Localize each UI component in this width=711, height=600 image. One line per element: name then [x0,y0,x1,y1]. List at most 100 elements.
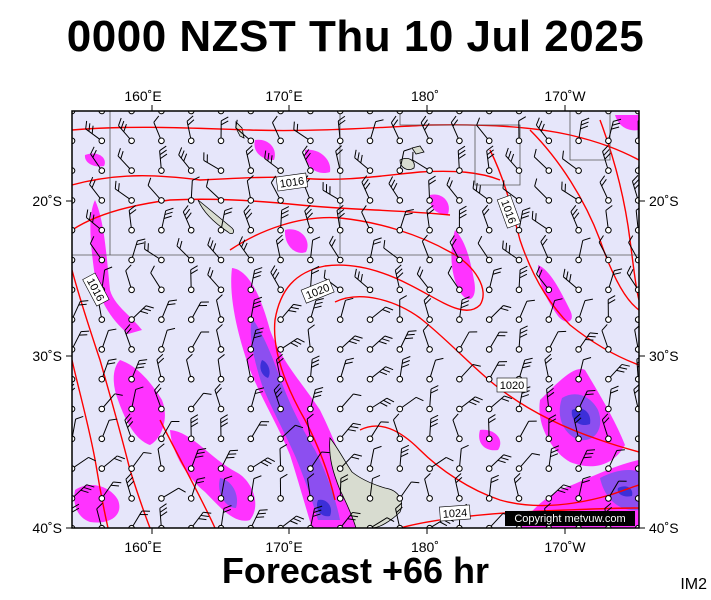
wind-barb [334,111,344,115]
wind-barb [605,449,625,472]
wind-barb [634,301,639,323]
wind-barb [216,324,225,353]
wind-barb [454,473,463,502]
wind-barb [187,265,198,294]
copyright-box [505,511,635,526]
wind-barb [472,180,493,204]
wind-barb [605,385,619,413]
wind-barb [396,444,410,472]
wind-barb [396,396,424,413]
wind-barb [98,358,117,383]
wind-barb [599,175,612,204]
wind-barb [570,205,582,234]
wind-barb [307,297,324,323]
wind-barb [187,301,209,323]
lon-label-bottom: 180˚ [411,539,439,555]
wind-barb [366,397,395,413]
wind-barb [605,295,616,323]
wind-barb [205,178,225,204]
wind-barb [247,387,265,413]
lon-label-top: 170˚E [265,88,302,104]
lat-label-right: 40˚S [649,520,679,536]
wind-barb [124,413,135,443]
lat-label-left: 30˚S [32,348,62,364]
wind-barb [322,182,344,204]
wind-barb [124,324,135,353]
wind-barb [634,513,639,528]
wind-barb [98,328,117,353]
lon-label-top: 160˚E [124,88,161,104]
wind-barb [485,267,502,294]
wind-barb [307,324,315,353]
isobar-1020-south [334,296,639,453]
wind-barb [601,413,612,443]
wind-barb [561,181,582,204]
wind-barb [208,111,225,115]
wind-barb [277,303,302,323]
product-code: IM2 [680,576,707,593]
wind-barb [423,294,433,323]
wind-barb [573,413,582,443]
wind-barb [186,353,195,383]
wind-barb [85,209,106,234]
wind-barb [515,265,528,294]
wind-barb [270,265,284,294]
wind-barb [575,332,599,353]
lon-label-bottom: 170˚E [265,539,302,555]
wind-barb [72,111,76,115]
wind-barb [424,473,433,502]
wind-barb [307,355,320,383]
lon-label-top: 170˚W [544,88,586,104]
wind-barb [426,205,435,234]
wind-barb [533,111,553,115]
lat-label-right: 30˚S [649,348,679,364]
copyright-text: Copyright metvuw.com [514,513,625,525]
wind-barb [413,111,433,115]
wind-barb [366,445,382,472]
map-background [72,111,639,528]
fiji-2 [411,145,425,155]
wind-barb [187,176,200,204]
wind-barb [90,146,106,174]
wind-barb [485,474,499,502]
isobar-1016-east [489,149,639,366]
isobar-labels: 1016 1016 1016 1020 1020 1024 [82,172,528,522]
wind-barb [634,485,639,502]
wind-barb [277,338,305,353]
wind-barb [235,119,255,145]
wind-barb [449,235,463,264]
wind-barb [545,383,555,413]
wind-barb [336,453,362,472]
wind-barb [515,116,527,145]
wind-barb [187,392,212,413]
wind-barb [307,236,321,264]
wind-barb [421,234,433,264]
wind-barb [388,176,404,204]
wind-barb [366,237,382,264]
wind-barb [420,115,433,145]
wind-barb [602,111,612,115]
map-frame [71,110,640,529]
wind-barb [72,276,76,294]
wind-barb [217,116,229,145]
wind-barb [450,115,463,145]
wind-barb [336,422,362,443]
rain-mid-1 [284,229,308,253]
lat-label-left: 40˚S [32,520,62,536]
wind-barb [245,145,255,174]
wind-barb [605,363,630,383]
wind-barb [515,452,541,472]
wind-barb [477,235,493,264]
lon-label-bottom: 160˚E [124,539,161,555]
wind-barb [273,383,284,413]
wind-barb [217,475,233,502]
wind-barb [545,445,560,472]
lat-label-left: 20˚S [32,193,62,209]
wind-barb [479,111,493,115]
wind-barb [144,241,165,264]
wind-barb [72,300,89,323]
wind-barb [158,487,186,502]
wind-barb [153,115,165,145]
wind-barb [277,473,288,502]
wind-barb [456,145,466,174]
